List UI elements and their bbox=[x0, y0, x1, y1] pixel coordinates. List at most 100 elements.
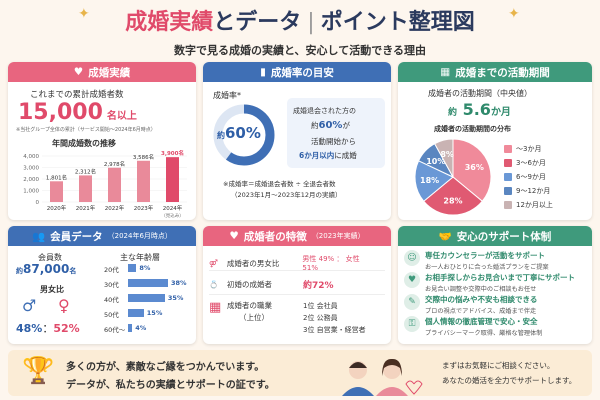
results-header: ♥ 成婚実績 bbox=[8, 62, 196, 82]
legend-swatch bbox=[504, 187, 512, 195]
counselor-icon: ☺ bbox=[404, 250, 420, 266]
legend-label: 6〜9か月 bbox=[516, 173, 546, 181]
y-tick-label: 2,000 bbox=[23, 177, 39, 183]
page-title: 成婚実績とデータ | ポイント整理図 bbox=[125, 10, 475, 35]
bar bbox=[166, 157, 179, 202]
chat-icon: ✎ bbox=[404, 294, 420, 310]
rate-footnote: ※成婚率＝成婚退会者数 ÷ 全退会者数 bbox=[223, 180, 336, 188]
legend-swatch bbox=[504, 173, 512, 181]
legend-item: 3〜6か月 bbox=[504, 158, 588, 168]
feature-first-marriage-row: 💍 初婚の成婚者 約72% bbox=[209, 280, 334, 291]
legend-label: 〜3か月 bbox=[516, 145, 542, 153]
age-bar bbox=[128, 309, 144, 317]
legend-swatch bbox=[504, 201, 512, 209]
bar-value-label: 3,900名 bbox=[161, 150, 184, 157]
pie-slice bbox=[452, 138, 492, 202]
cumulative-label: これまでの累計成婚者数 bbox=[30, 90, 124, 100]
legend-item: 12か月以上 bbox=[504, 200, 588, 210]
bar bbox=[79, 175, 92, 202]
period-header: ▦ 成婚までの活動期間 bbox=[398, 62, 592, 82]
heart-icon: ♥ bbox=[73, 66, 84, 78]
support-header: 🤝 安心のサポート体制 bbox=[398, 226, 592, 246]
heart-hands-icon: ♥ bbox=[404, 272, 420, 288]
period-pie-chart: 36% 28% 18% 10%8% bbox=[414, 138, 492, 216]
footer-cta-1: まずはお気軽にご相談ください。 bbox=[442, 361, 555, 370]
calendar-icon: ▦ bbox=[440, 66, 451, 78]
rate-header: ▮ 成婚率の目安 bbox=[203, 62, 391, 82]
member-count-label: 会員数 bbox=[38, 253, 62, 262]
age-pct: 38% bbox=[171, 279, 187, 287]
x-tick-label: 2021年 bbox=[76, 204, 96, 212]
rate-description: 成婚退会された方の 約60%が 活動開始から 6か月以内に成婚 bbox=[287, 98, 385, 168]
annual-results-chart: 4,000 3,000 2,000 1,000 0 1,801名 2020年 2,312名 20… bbox=[23, 150, 187, 219]
donut-value-arc bbox=[213, 104, 275, 166]
pie-slice-label: 8% bbox=[440, 150, 454, 159]
cumulative-note: ※当社グループ全体の累計（サービス開始〜2024年6月時点） bbox=[16, 127, 156, 133]
x-tick-label: 2022年 bbox=[105, 204, 125, 212]
gender-ratio-value: 48%：52% bbox=[16, 322, 80, 335]
members-header: 👥 会員データ （2024年6月時点） bbox=[8, 226, 196, 246]
legend-label: 3〜6か月 bbox=[516, 159, 546, 167]
age-bar bbox=[128, 279, 168, 287]
age-pct: 35% bbox=[167, 294, 184, 302]
rate-period-note: （2023年1月〜2023年12月の実績） bbox=[231, 191, 342, 199]
y-tick-label: 3,000 bbox=[23, 166, 39, 172]
legend-label: 9〜12か月 bbox=[516, 187, 551, 195]
bar-value-label: 3,586名 bbox=[133, 153, 154, 161]
pie-slice bbox=[434, 138, 454, 178]
pie-slice bbox=[414, 160, 454, 202]
rate-card: ▮ 成婚率の目安 成婚率* 約60% 成婚退会された方の 約60%が 活動開始から… bbox=[203, 62, 391, 220]
age-pct: 15% bbox=[146, 309, 163, 317]
heart-icon: ♥ bbox=[229, 230, 239, 242]
trend-title: 年間成婚数の推移 bbox=[52, 139, 116, 148]
footer-message-2: データが、私たちの実績とサポートの証です。 bbox=[66, 380, 275, 391]
x-tick-label: 2023年 bbox=[134, 204, 154, 212]
x-tick-label: 2020年 bbox=[47, 204, 67, 212]
pie-slice-label: 28% bbox=[443, 197, 462, 206]
distribution-title: 成婚者の活動期間の分布 bbox=[434, 125, 511, 133]
bar-value-label: 1,801名 bbox=[46, 173, 67, 181]
feature-gender-row: ⚤ 成婚者の男女比 男性 49% ： 女性 51% bbox=[209, 255, 360, 272]
age-title: 主な年齢層 bbox=[120, 253, 160, 262]
legend-item: 〜3か月 bbox=[504, 144, 588, 154]
age-bar-chart: 20代 8% 30代 38% 40代 35% 50代 15% 60代〜 4% bbox=[104, 264, 194, 340]
age-bar bbox=[128, 324, 133, 332]
results-card: ♥ 成婚実績 これまでの累計成婚者数 15,000 名以上 ※当社グループ全体の累計… bbox=[8, 62, 196, 220]
age-bar bbox=[128, 294, 165, 302]
bar bbox=[137, 160, 150, 202]
gender-ratio-label: 男女比 bbox=[40, 285, 64, 294]
legend-label: 12か月以上 bbox=[516, 201, 553, 209]
support-item: ♥ お相手探しからお見合いまで丁寧にサポート お見合い調整や交際中のご相談もお任せ bbox=[404, 272, 586, 293]
support-item: ☺ 専任カウンセラーが活動をサポート お一人おひとりに合った婚活プランをご提案 bbox=[404, 250, 586, 271]
legend-swatch bbox=[504, 145, 512, 153]
support-item: ⚿ 個人情報の徹底管理で安心・安全 プライバシーマーク取得、厳格な管理体制 bbox=[404, 316, 586, 337]
sparkle-icon: ✦ bbox=[78, 6, 90, 22]
footer-cta-2: あなたの婚活を全力でサポートします。 bbox=[442, 376, 577, 385]
pie-slice-label: 18% bbox=[420, 176, 439, 185]
age-label: 60代〜 bbox=[104, 326, 126, 334]
female-icon: ♀ bbox=[58, 296, 70, 315]
y-tick-label: 4,000 bbox=[23, 154, 39, 160]
pie-slice bbox=[423, 176, 483, 216]
member-count-value: 約87,000名 bbox=[16, 262, 77, 276]
building-icon: ▦ bbox=[209, 300, 222, 315]
ring-icon: 💍 bbox=[209, 280, 219, 289]
period-card: ▦ 成婚までの活動期間 成婚者の活動期間（中央値） 約 5.6か月 成婚者の活動期… bbox=[398, 62, 592, 220]
age-label: 30代 bbox=[104, 281, 119, 289]
features-card: ♥ 成婚者の特徴 （2023年実績） ⚤ 成婚者の男女比 男性 49% ： 女性 5… bbox=[203, 226, 391, 344]
pie-slice-label: 10% bbox=[426, 157, 445, 166]
handshake-icon: 🤝 bbox=[438, 230, 452, 243]
x-tick-note: （見込み） bbox=[161, 212, 184, 219]
sparkle-icon: ✦ bbox=[508, 6, 520, 22]
bar-value-label: 2,312名 bbox=[75, 167, 96, 175]
legend-swatch bbox=[504, 159, 512, 167]
pie-legend: 〜3か月 3〜6か月 6〜9か月 9〜12か月 12か月以上 bbox=[504, 144, 588, 214]
trophy-icon: 🏆 bbox=[22, 356, 55, 386]
age-label: 40代 bbox=[104, 296, 119, 304]
legend-item: 6〜9か月 bbox=[504, 172, 588, 182]
cumulative-value: 15,000 名以上 bbox=[18, 100, 137, 125]
y-tick-label: 0 bbox=[36, 200, 40, 206]
age-label: 50代 bbox=[104, 311, 119, 319]
couple-illustration bbox=[326, 354, 426, 396]
members-card: 👥 会員データ （2024年6月時点） 会員数 約87,000名 男女比 ♂ ♀ 4… bbox=[8, 226, 196, 344]
